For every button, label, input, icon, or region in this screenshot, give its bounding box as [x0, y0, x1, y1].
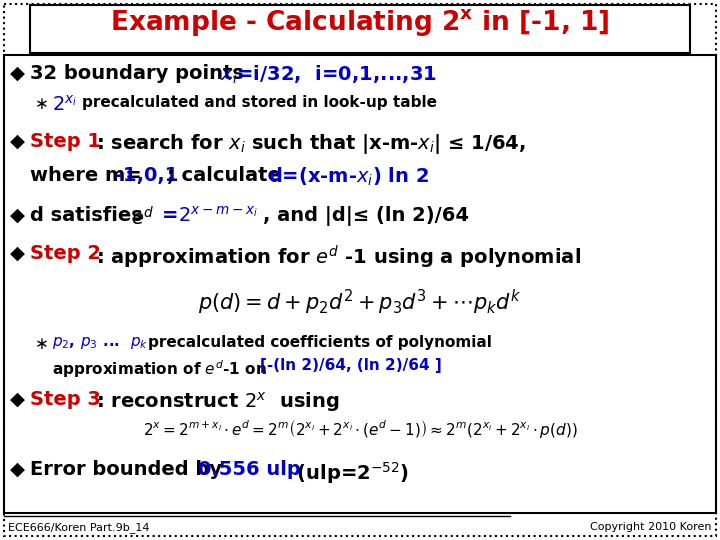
- Text: ◆: ◆: [10, 390, 25, 409]
- Text: 0.556 ulp: 0.556 ulp: [198, 460, 301, 479]
- Text: -1,0,1: -1,0,1: [115, 166, 179, 185]
- Text: $p(d) = d + p_2 d^2 + p_3 d^3 + \cdots p_k d^k$: $p(d) = d + p_2 d^2 + p_3 d^3 + \cdots p…: [199, 288, 521, 317]
- Text: : search for $x_i$ such that |x-m-$x_i$| ≤ 1/64,: : search for $x_i$ such that |x-m-$x_i$|…: [96, 132, 526, 156]
- Text: $2^{x_i}$: $2^{x_i}$: [52, 95, 77, 115]
- Text: precalculated and stored in look-up table: precalculated and stored in look-up tabl…: [82, 95, 437, 110]
- Text: ◆: ◆: [10, 132, 25, 151]
- Text: Step 3: Step 3: [30, 390, 101, 409]
- Text: where m=: where m=: [30, 166, 142, 185]
- Bar: [4, 55, 716, 513]
- Text: (ulp=2$^{-52}$): (ulp=2$^{-52}$): [290, 460, 409, 486]
- Text: ; calculate: ; calculate: [167, 166, 287, 185]
- Text: approximation of $e^d$-1 on: approximation of $e^d$-1 on: [52, 358, 268, 380]
- Text: : approximation for $e^d$ -1 using a polynomial: : approximation for $e^d$ -1 using a pol…: [96, 244, 581, 271]
- Text: ◆: ◆: [10, 64, 25, 83]
- Text: , and |d|≤ (ln 2)/64: , and |d|≤ (ln 2)/64: [263, 206, 469, 226]
- Text: Error bounded by: Error bounded by: [30, 460, 229, 479]
- Text: $e^d$: $e^d$: [131, 206, 155, 229]
- Text: ◆: ◆: [10, 244, 25, 263]
- Text: ∗: ∗: [35, 335, 49, 353]
- Text: $x_i$=i/32,  i=0,1,...,31: $x_i$=i/32, i=0,1,...,31: [220, 64, 437, 86]
- FancyBboxPatch shape: [4, 4, 716, 536]
- Text: 32 boundary points: 32 boundary points: [30, 64, 251, 83]
- Text: Example - Calculating $\mathbf{2^x}$ in [-1, 1]: Example - Calculating $\mathbf{2^x}$ in …: [110, 7, 610, 38]
- Text: precalculated coefficients of polynomial: precalculated coefficients of polynomial: [148, 335, 492, 350]
- Text: Step 1: Step 1: [30, 132, 101, 151]
- Text: $p_2$, $p_3$ ...  $p_k$: $p_2$, $p_3$ ... $p_k$: [52, 335, 148, 351]
- Text: : reconstruct $2^x$  using: : reconstruct $2^x$ using: [96, 390, 339, 414]
- Text: ECE666/Koren Part.9b_14: ECE666/Koren Part.9b_14: [8, 522, 150, 533]
- Text: ◆: ◆: [10, 206, 25, 225]
- Text: ◆: ◆: [10, 460, 25, 479]
- Text: $2^x = 2^{m+x_i} \cdot e^d = 2^m \left(2^{x_i} + 2^{x_i} \cdot (e^d - 1)\right) : $2^x = 2^{m+x_i} \cdot e^d = 2^m \left(2…: [143, 418, 577, 440]
- Text: d satisfies: d satisfies: [30, 206, 150, 225]
- Text: [-(ln 2)/64, (ln 2)/64 ]: [-(ln 2)/64, (ln 2)/64 ]: [260, 358, 442, 373]
- Text: =$2^{x-m-x_i}$: =$2^{x-m-x_i}$: [155, 206, 258, 226]
- Text: d=(x-m-$x_i$) ln 2: d=(x-m-$x_i$) ln 2: [268, 166, 429, 188]
- Text: Copyright 2010 Koren: Copyright 2010 Koren: [590, 522, 712, 532]
- Text: Step 2: Step 2: [30, 244, 101, 263]
- Text: ∗: ∗: [35, 95, 49, 113]
- Bar: [30, 5, 690, 53]
